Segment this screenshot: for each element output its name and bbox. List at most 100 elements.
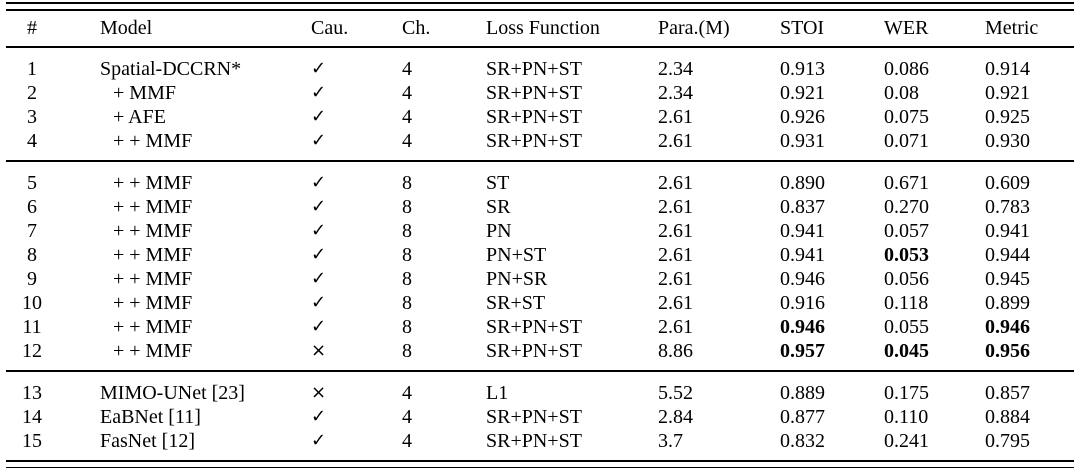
cell-num: 5 [27,172,37,194]
cell-metric: 0.925 [985,106,1030,128]
cell-metric: 0.899 [985,292,1030,314]
cell-metric: 0.956 [985,340,1030,362]
cell-ch: 4 [402,58,412,80]
table-section: 13 MIMO-UNet [23] × 4 L1 5.52 0.889 0.175 0.857 1… [6,371,1074,461]
table-section: 5 + + MMF ✓ 8 ST 2.61 0.890 0.671 0.609 6 + + MMF ✓… [6,161,1074,371]
cell-stoi: 0.941 [780,244,825,266]
cell-num: 10 [22,292,42,314]
cell-metric: 0.914 [985,58,1030,80]
cell-loss: SR+PN+ST [486,106,582,128]
cell-loss: SR+PN+ST [486,130,582,152]
cell-model: + + MMF [113,172,193,194]
cell-model: + + MMF [113,316,193,338]
cell-model: + AFE [113,106,166,128]
cell-para: 2.34 [658,58,693,80]
cell-wer: 0.086 [884,58,929,80]
cell-loss: SR+PN+ST [486,58,582,80]
cell-num: 14 [22,406,42,428]
cell-cau: ✓ [311,58,327,79]
cell-ch: 4 [402,430,412,452]
cell-num: 2 [27,82,37,104]
cell-cau: ✓ [311,268,327,289]
cell-stoi: 0.926 [780,106,825,128]
cell-loss: SR+PN+ST [486,316,582,338]
cell-wer: 0.671 [884,172,929,194]
cell-para: 2.61 [658,130,693,152]
cell-num: 6 [27,196,37,218]
cell-cau: ✓ [311,220,327,241]
cell-loss: PN+ST [486,244,547,266]
cell-loss: L1 [486,382,509,404]
cell-ch: 8 [402,268,412,290]
cell-num: 12 [22,340,42,362]
col-header-model: Model [100,10,311,48]
cell-wer: 0.053 [884,244,929,266]
cell-stoi: 0.889 [780,382,825,404]
cell-cau: ✓ [311,406,327,427]
table-bottom-thin-rule [6,467,1074,468]
cell-para: 2.84 [658,406,693,428]
table-row: 11 + + MMF ✓ 8 SR+PN+ST 2.61 0.946 0.055 0.946 [6,315,1074,339]
cell-num: 13 [22,382,42,404]
cell-metric: 0.930 [985,130,1030,152]
cell-stoi: 0.837 [780,196,825,218]
cell-para: 2.61 [658,316,693,338]
cell-cau: ✓ [311,130,327,151]
cell-stoi: 0.832 [780,430,825,452]
cell-cau: ✓ [311,316,327,337]
table-row: 13 MIMO-UNet [23] × 4 L1 5.52 0.889 0.175 0.857 [6,371,1074,405]
cell-num: 1 [27,58,37,80]
table-row: 12 + + MMF × 8 SR+PN+ST 8.86 0.957 0.045 0.956 [6,339,1074,371]
cell-model: + + MMF [113,292,193,314]
cell-wer: 0.08 [884,82,919,104]
cell-para: 2.61 [658,220,693,242]
cell-model: + + MMF [113,268,193,290]
table-row: 14 EaBNet [11] ✓ 4 SR+PN+ST 2.84 0.877 0.110 0.8… [6,405,1074,429]
cell-ch: 4 [402,130,412,152]
table-row: 8 + + MMF ✓ 8 PN+ST 2.61 0.941 0.053 0.944 [6,243,1074,267]
cell-cau: ✓ [311,244,327,265]
cell-metric: 0.795 [985,430,1030,452]
cell-num: 9 [27,268,37,290]
cell-metric: 0.941 [985,220,1030,242]
cell-num: 3 [27,106,37,128]
cell-para: 2.61 [658,292,693,314]
cell-model: + + MMF [113,130,193,152]
cell-cau: × [311,340,327,361]
cell-stoi: 0.931 [780,130,825,152]
cell-wer: 0.057 [884,220,929,242]
cell-wer: 0.118 [884,292,929,314]
cell-wer: 0.075 [884,106,929,128]
cell-metric: 0.945 [985,268,1030,290]
cell-model: FasNet [12] [100,430,195,452]
cell-ch: 4 [402,382,412,404]
header-row: # Model Cau. Ch. Loss Function Para.(M) … [6,10,1074,48]
table-row: 2 + MMF ✓ 4 SR+PN+ST 2.34 0.921 0.08 0.921 [6,81,1074,105]
cell-num: 11 [22,316,42,338]
table-row: 10 + + MMF ✓ 8 SR+ST 2.61 0.916 0.118 0.899 [6,291,1074,315]
cell-model: MIMO-UNet [23] [100,382,245,404]
cell-ch: 8 [402,220,412,242]
col-header-params: Para.(M) [658,10,780,48]
table-section: 1 Spatial-DCCRN* ✓ 4 SR+PN+ST 2.34 0.913 0.086 0… [6,47,1074,161]
cell-model: EaBNet [11] [100,406,201,428]
cell-model: Spatial-DCCRN* [100,58,242,80]
table-row: 7 + + MMF ✓ 8 PN 2.61 0.941 0.057 0.941 [6,219,1074,243]
table-row: 15 FasNet [12] ✓ 4 SR+PN+ST 3.7 0.832 0.241 0.79… [6,429,1074,461]
cell-wer: 0.241 [884,430,929,452]
cell-ch: 8 [402,292,412,314]
cell-cau: ✓ [311,172,327,193]
cell-ch: 8 [402,244,412,266]
results-table: # Model Cau. Ch. Loss Function Para.(M) … [6,9,1074,462]
cell-ch: 8 [402,196,412,218]
cell-wer: 0.175 [884,382,929,404]
cell-metric: 0.609 [985,172,1030,194]
cell-num: 15 [22,430,42,452]
cell-stoi: 0.921 [780,82,825,104]
cell-ch: 8 [402,316,412,338]
cell-ch: 8 [402,340,412,362]
cell-para: 2.61 [658,268,693,290]
cell-cau: ✓ [311,196,327,217]
table-row: 9 + + MMF ✓ 8 PN+SR 2.61 0.946 0.056 0.945 [6,267,1074,291]
cell-model: + + MMF [113,196,193,218]
